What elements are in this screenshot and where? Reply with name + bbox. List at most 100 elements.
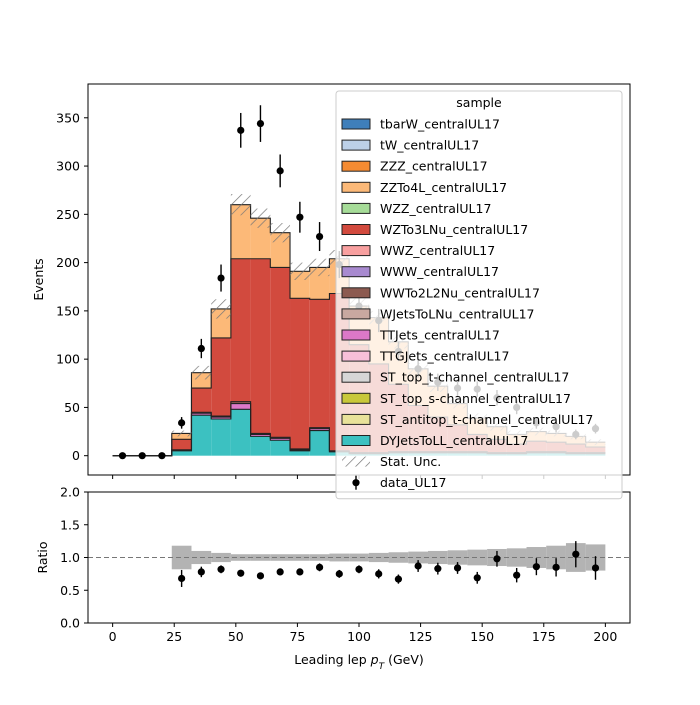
y-tick-label: 150 bbox=[56, 303, 80, 318]
ratio-point bbox=[434, 565, 442, 573]
legend-label: ST_top_s-channel_centralUL17 bbox=[380, 391, 571, 406]
bar-segment bbox=[230, 204, 251, 259]
data-point bbox=[138, 452, 146, 460]
x-tick-label: 50 bbox=[228, 629, 244, 644]
ratio-point bbox=[493, 555, 501, 563]
legend-swatch bbox=[341, 160, 371, 172]
ratio-point bbox=[532, 563, 540, 571]
legend-item: WWTo2L2Nu_centralUL17 bbox=[341, 285, 540, 300]
ratio-point bbox=[276, 568, 284, 576]
x-tick-label: 100 bbox=[347, 629, 371, 644]
ratio-point bbox=[178, 574, 186, 583]
data-point bbox=[237, 126, 245, 134]
bar-segment bbox=[270, 438, 291, 441]
bar-segment bbox=[211, 417, 231, 420]
ratio-point bbox=[315, 563, 324, 571]
ratio-point bbox=[237, 569, 245, 577]
data-point bbox=[217, 274, 225, 282]
legend-item-data: data_UL17 bbox=[352, 475, 446, 490]
ratio-unc-band bbox=[171, 545, 192, 570]
legend-label: data_UL17 bbox=[380, 475, 446, 490]
stat-unc-band bbox=[270, 223, 291, 243]
ratio-point bbox=[217, 565, 225, 573]
legend-label: WWTo2L2Nu_centralUL17 bbox=[380, 285, 540, 300]
legend-swatch bbox=[342, 456, 370, 467]
y-tick-label: 350 bbox=[56, 110, 80, 125]
legend-label: WJetsToLNu_centralUL17 bbox=[380, 306, 534, 321]
ratio-y-tick-label: 1.5 bbox=[60, 517, 80, 532]
bar-segment bbox=[309, 299, 330, 428]
bar-segment bbox=[191, 413, 212, 416]
legend-label: WZTo3LNu_centralUL17 bbox=[380, 222, 528, 237]
ratio-point bbox=[572, 550, 580, 558]
legend-item: ST_top_s-channel_centralUL17 bbox=[341, 391, 571, 406]
ratio-point bbox=[375, 570, 383, 578]
legend-item: WWZ_centralUL17 bbox=[341, 243, 495, 258]
legend-label: ST_antitop_t-channel_centralUL17 bbox=[380, 412, 593, 427]
legend-swatch bbox=[341, 287, 371, 299]
legend-label: ST_top_t-channel_centralUL17 bbox=[380, 370, 569, 385]
ratio-unc-band bbox=[467, 549, 488, 566]
bar-segment bbox=[211, 419, 231, 456]
bar-segment bbox=[211, 337, 231, 417]
stat-unc-band bbox=[230, 194, 251, 216]
x-tick-label: 0 bbox=[109, 629, 117, 644]
ratio-axes: 0.0 0.5 1.0 1.5 2.0 0 25 50 75 100 125 150 175 200 Rat… bbox=[35, 485, 631, 672]
ratio-y-axis-label: Ratio bbox=[35, 541, 50, 573]
ratio-point bbox=[591, 564, 600, 572]
legend-item: TTGJets_centralUL17 bbox=[341, 349, 509, 364]
stat-unc-band bbox=[290, 262, 310, 280]
bar-segment bbox=[191, 388, 212, 413]
legend-swatch bbox=[341, 245, 371, 257]
data-point bbox=[276, 167, 284, 175]
legend-swatch bbox=[341, 118, 371, 130]
x-axis-label: Leading lep pT (GeV) bbox=[294, 652, 424, 672]
bar-segment bbox=[230, 401, 251, 404]
y-axis-label: Events bbox=[31, 258, 46, 300]
legend-label: WZZ_centralUL17 bbox=[380, 201, 491, 216]
legend-label: DYJetsToLL_centralUL17 bbox=[380, 433, 528, 448]
legend-swatch bbox=[341, 224, 371, 235]
legend-item: WZTo3LNu_centralUL17 bbox=[341, 222, 528, 237]
legend-item-stat-unc: Stat. Unc. bbox=[342, 454, 441, 469]
legend-swatch bbox=[341, 329, 371, 341]
bar-segment bbox=[290, 450, 310, 456]
bar-segment bbox=[230, 403, 251, 410]
ratio-point bbox=[414, 562, 422, 570]
ratio-unc-band bbox=[388, 552, 409, 563]
legend-label: tbarW_centralUL17 bbox=[380, 117, 500, 132]
data-point bbox=[197, 344, 205, 353]
ratio-point bbox=[335, 570, 343, 578]
ratio-unc-band bbox=[211, 552, 231, 563]
bar-segment bbox=[309, 430, 330, 456]
ratio-y-tick-label: 1.0 bbox=[60, 550, 80, 565]
ratio-point bbox=[197, 568, 205, 576]
x-tick-label: 25 bbox=[166, 629, 182, 644]
ratio-plot-area bbox=[88, 541, 630, 587]
ratio-point bbox=[513, 571, 521, 579]
ratio-point bbox=[394, 575, 403, 583]
data-point bbox=[118, 452, 127, 460]
bar-segment bbox=[290, 298, 310, 449]
data-point bbox=[158, 452, 166, 460]
legend-label: Stat. Unc. bbox=[380, 454, 441, 469]
stat-unc-band bbox=[211, 299, 231, 319]
bar-segment bbox=[230, 409, 251, 456]
ratio-y-tick-label: 2.0 bbox=[60, 485, 80, 500]
legend-item: TTJets_centralUL17 bbox=[341, 328, 500, 343]
y-tick-label: 100 bbox=[56, 352, 80, 367]
legend-item: tbarW_centralUL17 bbox=[341, 117, 500, 132]
bar-segment bbox=[250, 218, 271, 259]
legend-marker bbox=[352, 479, 360, 487]
bar-segment bbox=[309, 428, 330, 431]
data-point bbox=[315, 232, 324, 241]
stat-unc-band bbox=[309, 258, 330, 277]
legend-item: WJetsToLNu_centralUL17 bbox=[341, 306, 534, 321]
y-tick-label: 0 bbox=[72, 448, 80, 463]
ratio-unc-band bbox=[427, 550, 448, 565]
legend-label: WWZ_centralUL17 bbox=[380, 243, 495, 258]
stat-unc-band bbox=[191, 365, 212, 380]
legend-label: tW_centralUL17 bbox=[380, 138, 479, 153]
bar-segment bbox=[270, 440, 291, 456]
